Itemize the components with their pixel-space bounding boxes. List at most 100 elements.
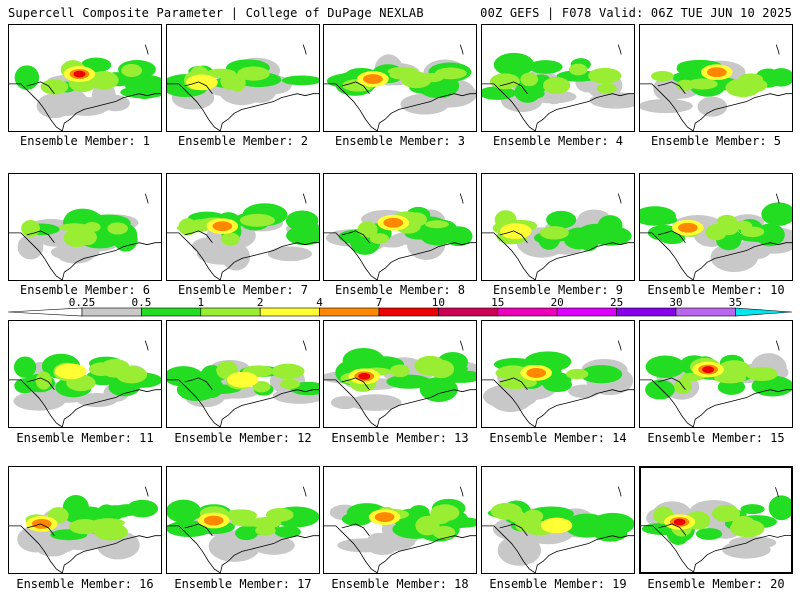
scp-field-map — [167, 486, 319, 573]
ensemble-member-label: Ensemble Member: 5 — [650, 134, 782, 148]
scp-contour-low — [13, 391, 66, 411]
lake-outline — [617, 44, 622, 55]
lake-outline — [459, 486, 464, 497]
scp-contour-1 — [716, 214, 738, 228]
scp-field-map — [640, 340, 792, 427]
border-line — [26, 523, 55, 536]
coastline — [219, 242, 319, 280]
ensemble-member-map — [323, 320, 477, 428]
coastline — [641, 525, 694, 572]
coastline — [9, 83, 63, 131]
colorbar-segment — [556, 307, 617, 317]
border-line — [341, 377, 370, 390]
scp-contour-0.5 — [386, 374, 432, 389]
scp-contour-0.5 — [126, 499, 159, 518]
scp-contour-low — [497, 534, 542, 566]
scp-field-map — [324, 193, 476, 280]
scp-contour-7 — [702, 366, 715, 373]
scp-contour-0.5 — [645, 355, 686, 379]
ensemble-member-map — [481, 320, 635, 428]
lake-outline — [302, 193, 307, 204]
coastline — [61, 242, 161, 280]
scp-contour-1 — [650, 70, 674, 82]
coastline — [9, 232, 63, 280]
lake-outline — [775, 487, 779, 497]
ensemble-member-label: Ensemble Member: 15 — [647, 431, 785, 445]
scp-contour-2 — [186, 74, 218, 91]
scp-field-map — [324, 486, 476, 573]
scp-contour-low — [640, 98, 693, 114]
scp-contour-0.5 — [419, 376, 458, 402]
coastline — [534, 242, 634, 280]
coastline — [640, 83, 694, 131]
scp-contour-0.5 — [695, 528, 723, 540]
scp-contour-1 — [121, 64, 143, 78]
scp-contour-1 — [711, 504, 741, 522]
scp-contour-1 — [80, 524, 102, 533]
scp-contour-low — [349, 394, 402, 411]
scp-contour-0.5 — [341, 512, 372, 526]
coastline — [482, 83, 536, 131]
colorbar-segment — [438, 307, 499, 317]
scp-contour-1 — [542, 77, 571, 95]
colorbar-segment — [675, 307, 736, 317]
border-line — [499, 377, 528, 390]
coastline — [167, 83, 221, 131]
scp-contour-1 — [596, 83, 618, 94]
border-line — [657, 81, 686, 94]
lake-outline — [617, 486, 622, 497]
scp-contour-1 — [21, 219, 40, 238]
ensemble-member-map — [481, 466, 635, 574]
coastline — [9, 525, 63, 573]
scp-contour-1 — [434, 67, 467, 80]
scp-contour-low — [221, 243, 251, 271]
lake-outline — [144, 340, 149, 351]
scp-contour-1 — [732, 515, 755, 531]
scp-contour-low — [44, 88, 89, 116]
lake-outline — [775, 193, 780, 204]
ensemble-member-label: Ensemble Member: 2 — [177, 134, 309, 148]
ensemble-member-map — [639, 24, 793, 132]
coastline — [482, 232, 536, 280]
scp-field-map — [640, 193, 792, 280]
scp-contour-1 — [490, 73, 520, 90]
colorbar-level-label: 1 — [197, 296, 205, 309]
border-line — [341, 81, 370, 94]
border-line — [499, 523, 528, 536]
coastline — [693, 535, 791, 572]
scp-contour-4 — [203, 515, 224, 526]
colorbar-level-label: 7 — [375, 296, 383, 309]
colorbar-level-label: 15 — [491, 296, 505, 309]
ensemble-member-map — [323, 173, 477, 281]
coastline — [482, 525, 536, 573]
ensemble-member-map — [166, 24, 320, 132]
border-line — [26, 81, 55, 94]
scp-contour-0.5 — [282, 75, 319, 86]
ensemble-member-label: Ensemble Member: 14 — [489, 431, 627, 445]
scp-contour-0.5 — [419, 223, 455, 246]
scp-contour-1 — [35, 371, 52, 390]
ensemble-member-map — [639, 320, 793, 428]
scp-contour-low — [330, 396, 359, 410]
coastline — [324, 525, 378, 573]
scp-contour-1 — [432, 525, 456, 540]
scp-contour-2 — [226, 371, 259, 388]
scp-field-map — [167, 340, 319, 427]
scp-contour-1 — [271, 363, 305, 380]
scp-field-map — [640, 44, 792, 131]
lake-outline — [617, 340, 622, 351]
lake-outline — [302, 44, 307, 55]
coastline — [640, 379, 694, 427]
ensemble-member-map — [639, 466, 793, 574]
lake-outline — [459, 193, 464, 204]
color-legend — [8, 307, 792, 317]
scp-contour-0.5 — [493, 52, 535, 77]
scp-contour-4 — [706, 67, 727, 78]
border-line — [657, 377, 686, 390]
scp-contour-1 — [714, 373, 747, 384]
scp-field-map — [9, 340, 161, 427]
scp-contour-0.5 — [482, 86, 516, 100]
colorbar-segment — [319, 307, 380, 317]
ensemble-member-map — [8, 466, 162, 574]
ensemble-member-map — [8, 320, 162, 428]
